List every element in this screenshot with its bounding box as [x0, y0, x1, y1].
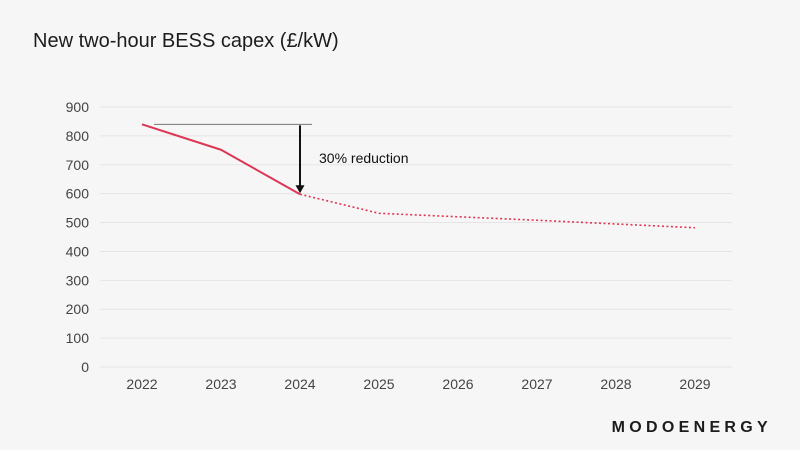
y-axis-tick-labels: 0 100 200 300 400 500 600 700 800 900 — [66, 99, 90, 375]
x-tick-label: 2027 — [521, 376, 552, 392]
series-line-actual — [141, 123, 301, 196]
reduction-annotation: 30% reduction — [154, 123, 409, 194]
x-tick-label: 2028 — [600, 376, 631, 392]
y-tick-label: 100 — [66, 330, 90, 346]
gridlines — [100, 106, 732, 368]
reduction-label: 30% reduction — [319, 150, 409, 166]
x-tick-label: 2022 — [126, 376, 157, 392]
x-tick-label: 2023 — [205, 376, 236, 392]
y-tick-label: 0 — [81, 359, 89, 375]
y-tick-label: 200 — [66, 301, 90, 317]
x-tick-label: 2029 — [679, 376, 710, 392]
y-tick-label: 900 — [66, 99, 90, 115]
x-axis-tick-labels: 2022 2023 2024 2025 2026 2027 2028 2029 — [126, 376, 710, 392]
modo-energy-logo: MODOENERGY — [611, 419, 772, 436]
x-tick-label: 2024 — [284, 376, 315, 392]
y-tick-label: 400 — [66, 243, 90, 259]
y-tick-label: 300 — [66, 272, 90, 288]
series-lines — [141, 123, 696, 229]
y-tick-label: 800 — [66, 128, 90, 144]
series-line-forecast — [299, 193, 696, 229]
down-arrow-head — [295, 185, 305, 194]
y-tick-label: 600 — [66, 186, 90, 202]
y-tick-label: 700 — [66, 157, 90, 173]
x-tick-label: 2026 — [442, 376, 473, 392]
y-tick-label: 500 — [66, 215, 90, 231]
chart-title: New two-hour BESS capex (£/kW) — [33, 30, 339, 52]
x-tick-label: 2025 — [363, 376, 394, 392]
